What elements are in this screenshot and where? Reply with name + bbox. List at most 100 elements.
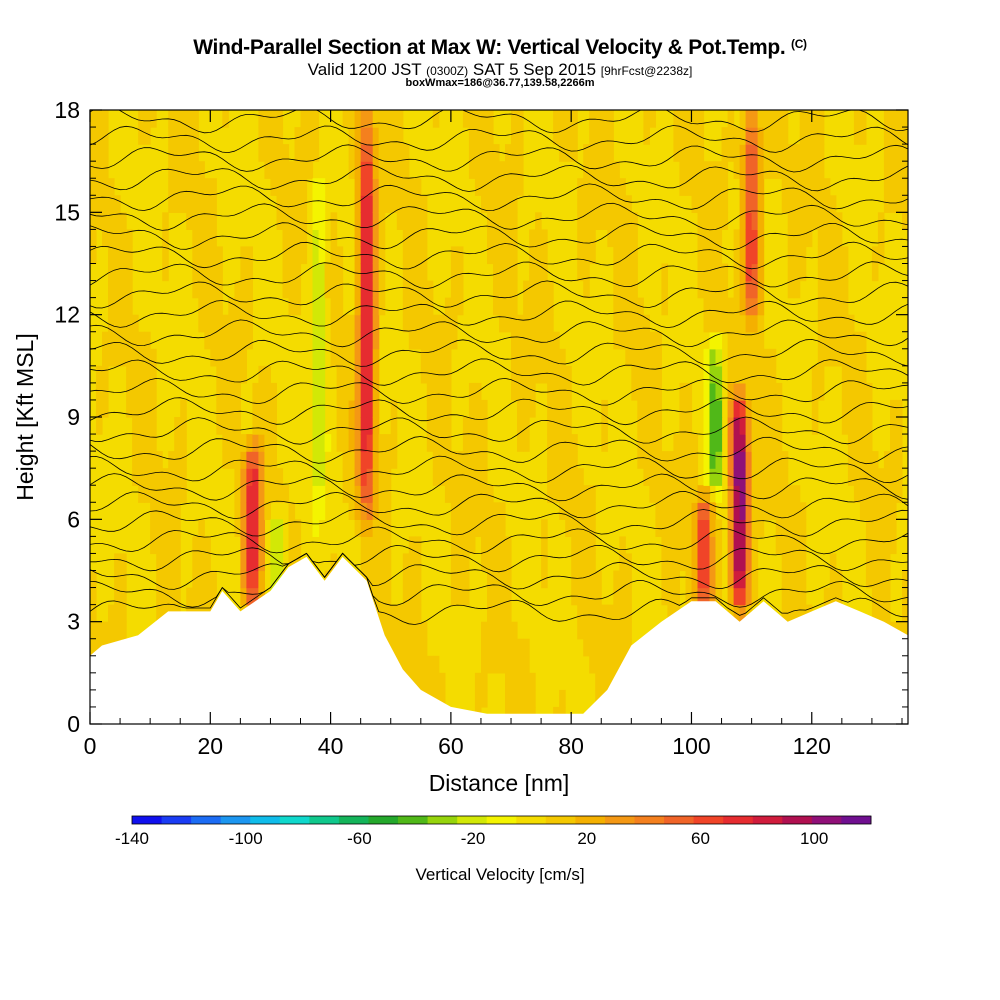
field-cell (799, 587, 807, 606)
field-cell (853, 451, 861, 469)
field-cell (294, 229, 302, 248)
field-cell (715, 485, 723, 503)
field-cell (739, 553, 747, 572)
field-cell (511, 672, 518, 691)
field-cell (896, 468, 903, 486)
field-cell (541, 331, 548, 350)
field-cell (414, 331, 422, 350)
field-cell (745, 570, 753, 589)
field-cell (541, 246, 548, 265)
field-cell (595, 161, 602, 179)
field-cell (444, 434, 452, 452)
field-cell (444, 382, 452, 401)
field-cell (745, 127, 753, 145)
field-cell (258, 127, 265, 145)
field-cell (216, 399, 223, 418)
field-cell (270, 485, 277, 503)
field-cell (487, 144, 494, 162)
field-cell (450, 314, 458, 333)
field-cell (896, 144, 903, 162)
field-cell (348, 451, 356, 469)
field-cell (354, 127, 362, 145)
field-cell (378, 485, 386, 503)
field-cell (372, 468, 380, 486)
field-cell (559, 468, 566, 486)
field-cell (312, 519, 320, 537)
field-cell (360, 161, 368, 179)
field-cell (180, 195, 187, 213)
field-cell (685, 161, 693, 179)
field-cell (216, 365, 223, 384)
field-cell (559, 485, 566, 503)
field-cell (733, 502, 741, 520)
field-cell (709, 519, 717, 537)
field-cell (811, 417, 819, 435)
field-cell (204, 587, 211, 606)
field-cell (535, 365, 542, 384)
field-cell (763, 451, 771, 469)
field-cell (126, 280, 133, 299)
field-cell (679, 144, 686, 162)
field-cell (408, 263, 416, 282)
field-cell (589, 553, 596, 572)
field-cell (180, 434, 187, 452)
field-cell (631, 382, 638, 401)
field-cell (240, 587, 247, 606)
field-cell (144, 485, 151, 503)
field-cell (438, 314, 446, 333)
field-cell (625, 280, 632, 299)
field-cell (733, 246, 741, 265)
field-cell (493, 570, 500, 589)
field-cell (312, 382, 320, 401)
field-cell (829, 263, 837, 282)
field-cell (312, 195, 320, 213)
field-cell (823, 263, 831, 282)
field-cell (126, 399, 133, 418)
field-cell (535, 331, 542, 350)
field-cell (715, 314, 723, 333)
field-cell (114, 280, 121, 299)
field-cell (108, 297, 115, 316)
field-cell (126, 348, 133, 367)
field-cell (523, 434, 530, 452)
field-cell (390, 161, 398, 179)
field-cell (805, 144, 813, 162)
field-cell (468, 144, 476, 162)
x-tick-label: 120 (793, 733, 831, 759)
field-cell (697, 570, 705, 589)
field-cell (438, 689, 446, 708)
field-cell (378, 144, 386, 162)
field-cell (896, 110, 903, 128)
field-cell (222, 110, 229, 128)
field-cell (835, 246, 843, 265)
field-cell (204, 536, 211, 555)
field-cell (715, 229, 723, 248)
field-cell (727, 519, 735, 537)
field-cell (703, 280, 711, 299)
field-cell (871, 485, 879, 503)
field-cell (300, 161, 308, 179)
field-cell (511, 161, 518, 179)
field-cell (529, 689, 536, 708)
field-cell (739, 246, 747, 265)
field-cell (691, 127, 699, 145)
field-cell (745, 553, 753, 572)
valid-time-line: Valid 1200 JST (0300Z) SAT 5 Sep 2015 [9… (0, 60, 1000, 80)
field-cell (378, 195, 386, 213)
theta-contour (90, 552, 908, 625)
theta-contour (90, 358, 908, 386)
field-cell (198, 553, 205, 572)
field-cell (583, 280, 590, 299)
colorbar-swatch (693, 816, 724, 824)
field-cell (414, 553, 422, 572)
field-cell (312, 144, 320, 162)
field-cell (787, 144, 795, 162)
field-cell (739, 434, 747, 452)
field-cell (138, 331, 145, 350)
field-cell (312, 434, 320, 452)
field-cell (198, 570, 205, 589)
field-cell (216, 382, 223, 401)
field-cell (414, 178, 422, 196)
field-cell (727, 451, 735, 469)
